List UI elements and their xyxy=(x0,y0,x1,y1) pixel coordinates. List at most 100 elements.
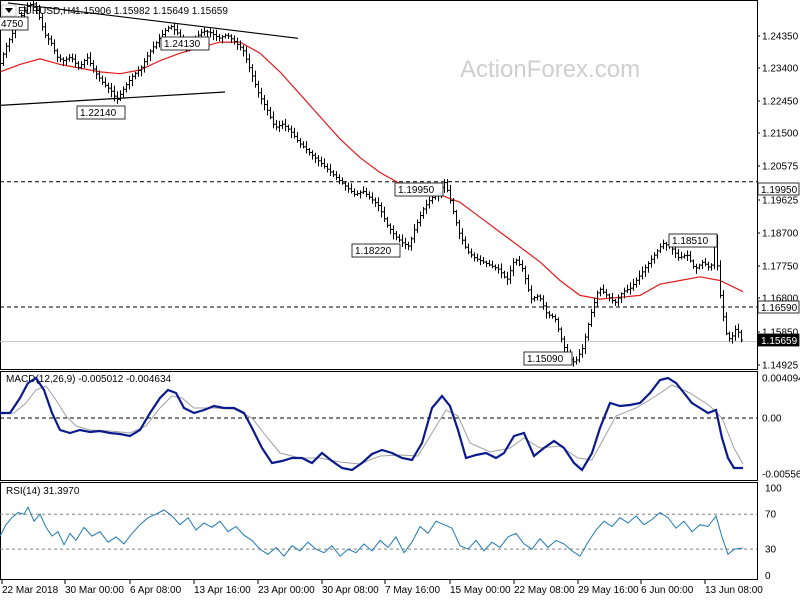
price-bar xyxy=(287,124,290,133)
price-y-tick: 1.22450 xyxy=(762,97,799,108)
price-bar xyxy=(602,284,605,294)
price-bar xyxy=(341,177,344,185)
price-bar xyxy=(176,24,179,36)
price-bar xyxy=(662,239,665,250)
price-bar xyxy=(653,252,656,264)
price-bar xyxy=(605,288,608,298)
price-bar xyxy=(500,263,503,279)
macd-pane[interactable] xyxy=(0,371,758,481)
price-bar xyxy=(503,270,506,279)
trendline-1[interactable] xyxy=(0,91,226,106)
price-bar xyxy=(452,197,455,215)
price-bar xyxy=(401,234,404,248)
price-annotation[interactable]: 1.24130 xyxy=(160,36,210,51)
price-bar xyxy=(467,243,470,255)
price-bar xyxy=(11,29,14,44)
price-bar xyxy=(404,237,407,250)
price-bar xyxy=(476,253,479,262)
price-bar xyxy=(170,24,173,30)
price-annotation[interactable]: 1.18220 xyxy=(351,243,401,258)
price-bar xyxy=(284,118,287,132)
price-bar xyxy=(422,206,425,219)
price-bar xyxy=(140,65,143,77)
price-bar xyxy=(347,182,350,193)
price-y-tick: 1.23400 xyxy=(762,64,799,75)
price-bar xyxy=(32,0,35,11)
price-bar xyxy=(95,65,98,80)
price-bar xyxy=(149,49,152,62)
price-bar xyxy=(629,282,632,295)
x-tick: 22 May 08:00 xyxy=(514,585,575,596)
price-bar xyxy=(608,293,611,302)
price-annotation[interactable]: 1.15090 xyxy=(523,351,573,366)
price-bar xyxy=(275,119,278,131)
price-bar xyxy=(29,2,32,9)
trendline-0[interactable] xyxy=(7,2,299,39)
price-bar xyxy=(692,259,695,269)
price-bar xyxy=(296,131,299,143)
price-bar xyxy=(251,64,254,82)
price-bar xyxy=(494,264,497,271)
price-bar xyxy=(131,73,134,87)
price-bar xyxy=(686,250,689,261)
price-bar xyxy=(323,158,326,169)
x-tick: 30 Apr 08:00 xyxy=(322,585,379,596)
price-y-tick: 1.20575 xyxy=(762,162,799,173)
price-bar xyxy=(59,54,62,63)
price-annotation[interactable]: 1.22140 xyxy=(76,105,126,120)
price-bar xyxy=(26,2,29,15)
price-bar xyxy=(230,34,233,43)
price-bar xyxy=(371,192,374,204)
price-bar xyxy=(2,52,5,67)
rsi-pane[interactable] xyxy=(0,482,758,580)
price-bar xyxy=(245,46,248,64)
price-bar xyxy=(362,186,365,194)
price-bar xyxy=(38,4,41,20)
price-bar xyxy=(464,236,467,249)
price-bar xyxy=(146,51,149,66)
x-tick: 7 May 16:00 xyxy=(385,585,440,596)
price-bar xyxy=(722,289,725,322)
price-bar xyxy=(509,265,512,284)
price-bar xyxy=(737,323,740,338)
macd-y-tick: 0.00 xyxy=(762,414,782,425)
menu-button[interactable] xyxy=(1,4,17,17)
price-bar xyxy=(314,152,317,163)
price-bar xyxy=(77,61,80,70)
price-bar xyxy=(515,258,518,266)
price-bar xyxy=(479,255,482,266)
price-annotation[interactable]: 4750 xyxy=(0,16,29,31)
price-bar xyxy=(623,287,626,299)
price-bar xyxy=(50,35,53,46)
price-bar xyxy=(578,349,581,363)
price-bar xyxy=(80,61,83,70)
price-bar xyxy=(83,58,86,68)
rsi-title: RSI(14) 31.3970 xyxy=(6,486,80,497)
price-bar xyxy=(524,265,527,285)
price-bar xyxy=(632,278,635,291)
price-pane[interactable] xyxy=(0,0,758,370)
price-bar xyxy=(725,312,728,336)
price-bar xyxy=(152,41,155,54)
price-bar xyxy=(374,197,377,208)
price-bar xyxy=(257,80,260,98)
price-bar xyxy=(521,260,524,272)
price-annotation[interactable]: 1.18510 xyxy=(668,233,718,248)
price-bar xyxy=(707,261,710,271)
price-annotation-label: 1.24130 xyxy=(164,39,201,50)
price-annotation[interactable]: 1.19950 xyxy=(394,182,444,197)
price-bar xyxy=(278,120,281,133)
price-annotation-label: 1.18510 xyxy=(672,236,709,247)
price-bar xyxy=(212,29,215,41)
price-bar xyxy=(626,284,629,293)
price-bar xyxy=(536,294,539,301)
price-bar xyxy=(290,125,293,139)
price-bar xyxy=(461,228,464,245)
price-bar xyxy=(710,263,713,271)
price-bar xyxy=(677,248,680,261)
rsi-y-tick: 30 xyxy=(765,545,777,556)
price-bar xyxy=(5,42,8,58)
price-bar xyxy=(44,22,47,38)
